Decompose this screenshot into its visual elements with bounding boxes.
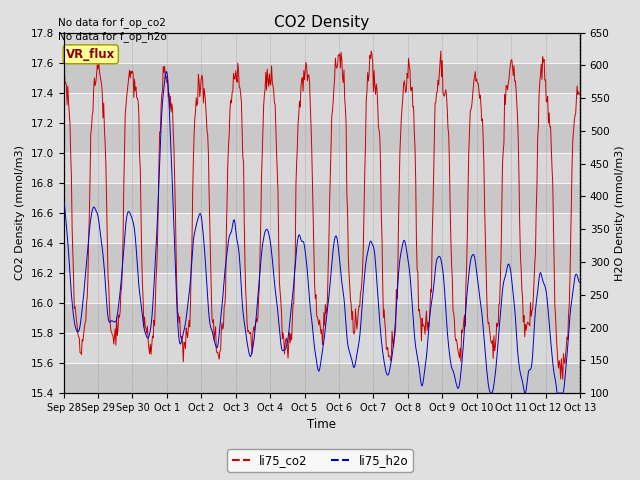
- Bar: [63, 93, 580, 123]
- Bar: [63, 303, 580, 333]
- Bar: [63, 62, 580, 93]
- Y-axis label: CO2 Density (mmol/m3): CO2 Density (mmol/m3): [15, 145, 25, 280]
- Bar: [63, 363, 580, 393]
- Text: No data for f_op_h2o: No data for f_op_h2o: [58, 31, 166, 42]
- Title: CO2 Density: CO2 Density: [274, 15, 369, 30]
- Bar: [63, 273, 580, 303]
- Bar: [63, 333, 580, 363]
- Bar: [63, 183, 580, 213]
- Bar: [63, 153, 580, 183]
- Text: No data for f_op_co2: No data for f_op_co2: [58, 17, 166, 28]
- Bar: [63, 243, 580, 273]
- Bar: [63, 123, 580, 153]
- Y-axis label: H2O Density (mmol/m3): H2O Density (mmol/m3): [615, 145, 625, 281]
- X-axis label: Time: Time: [307, 419, 336, 432]
- Text: VR_flux: VR_flux: [66, 48, 115, 61]
- Bar: [63, 213, 580, 243]
- Bar: [63, 33, 580, 62]
- Legend: li75_co2, li75_h2o: li75_co2, li75_h2o: [227, 449, 413, 472]
